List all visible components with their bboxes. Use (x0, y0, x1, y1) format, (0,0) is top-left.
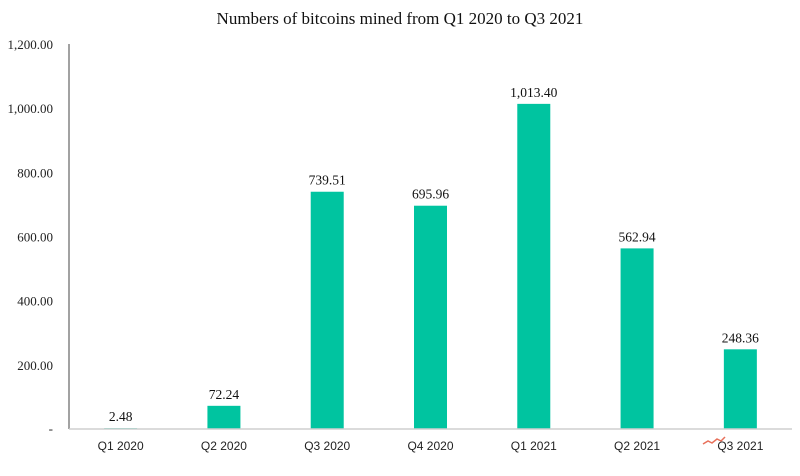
y-tick-label: 1,000.00 (8, 101, 54, 116)
chart-title: Numbers of bitcoins mined from Q1 2020 t… (217, 9, 584, 28)
bar (414, 205, 447, 429)
bar (517, 103, 551, 430)
x-tick-label: Q1 2021 (511, 439, 557, 453)
watermark-squiggle-icon (702, 436, 726, 445)
x-tick-label: Q4 2020 (407, 439, 453, 453)
bar (620, 248, 654, 429)
data-label: 248.36 (722, 330, 759, 345)
data-label: 739.51 (309, 173, 346, 188)
x-axis: Q1 2020 Q2 2020 Q3 2020 Q4 2020 Q1 2021 Q2 20… (69, 428, 792, 453)
data-label: 1,013.40 (510, 85, 558, 100)
data-label: 695.96 (412, 187, 449, 202)
bars: 2.48 72.24 739.51 695.96 1,013.40 562.94 248.3… (104, 85, 759, 430)
y-tick-label: - (49, 421, 53, 436)
y-tick-label: 1,200.00 (8, 37, 54, 52)
x-tick-label: Q3 2020 (304, 439, 350, 453)
data-label: 562.94 (619, 229, 656, 244)
x-tick-label: Q3 2021 (717, 439, 763, 453)
data-label: 2.48 (109, 409, 133, 424)
bar (723, 349, 757, 429)
y-tick-label: 800.00 (17, 165, 53, 180)
data-label: 72.24 (209, 387, 240, 402)
y-axis: - 200.00 400.00 600.00 800.00 1,000.00 1,200.0… (8, 37, 70, 436)
x-tick-label: Q2 2021 (614, 439, 660, 453)
bar (310, 191, 344, 429)
x-tick-label: Q2 2020 (201, 439, 247, 453)
bar (207, 405, 241, 429)
y-tick-label: 200.00 (17, 358, 53, 373)
x-tick-label: Q1 2020 (98, 439, 144, 453)
y-tick-label: 400.00 (17, 294, 53, 309)
y-tick-label: 600.00 (17, 230, 53, 245)
